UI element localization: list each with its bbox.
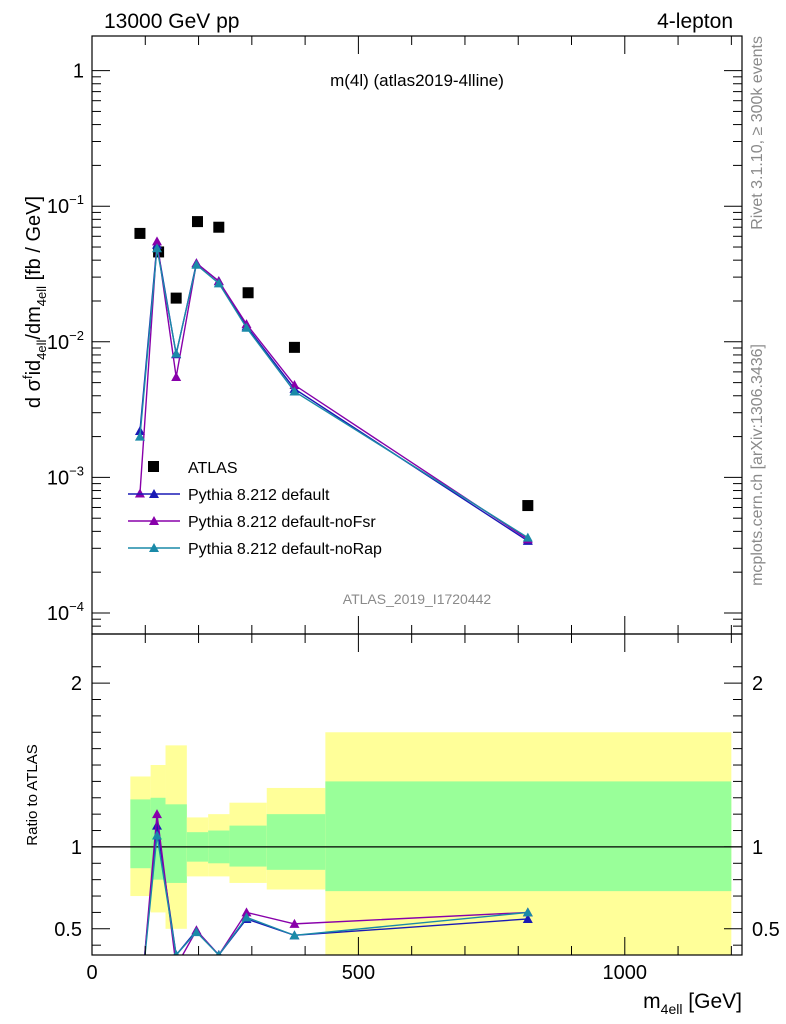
ratio-point-2 bbox=[522, 907, 533, 917]
ratio-plot-area bbox=[92, 809, 742, 955]
mcplots-label: mcplots.cern.ch [arXiv:1306.3436] bbox=[749, 344, 766, 586]
main-plot-area bbox=[134, 216, 534, 545]
ratio-point-2 bbox=[191, 927, 202, 937]
series-point-3 bbox=[171, 348, 182, 358]
uncertainty-band-inner bbox=[229, 825, 267, 867]
y-tick-base: 10 bbox=[47, 603, 69, 625]
ratio-y-tick-label: 1 bbox=[71, 837, 82, 859]
atlas-data-point bbox=[170, 292, 182, 304]
series-point-2 bbox=[289, 380, 300, 390]
y-tick-base: 10 bbox=[47, 196, 69, 218]
uncertainty-band-inner bbox=[266, 814, 326, 870]
atlas-data-point bbox=[288, 341, 300, 353]
ratio-frame bbox=[91, 633, 743, 956]
ratio-bands bbox=[130, 732, 732, 955]
y-tick-label: 10−2 bbox=[47, 328, 84, 354]
x-tick-label: 1000 bbox=[603, 962, 648, 984]
header-right: 4-lepton bbox=[657, 10, 733, 33]
ratio-point-2 bbox=[241, 912, 252, 922]
ratio-y-tick-label: 0.5 bbox=[54, 919, 82, 941]
legend-marker bbox=[149, 543, 159, 552]
ratio-y-tick-label-right: 2 bbox=[752, 673, 763, 695]
y-tick-label: 10−1 bbox=[47, 192, 84, 218]
ratio-y-tick-label-right: 0.5 bbox=[752, 919, 780, 941]
atlas-data-point bbox=[213, 221, 225, 233]
atlas-data-point bbox=[191, 216, 203, 228]
x-tick-label: 500 bbox=[342, 962, 375, 984]
series-point-2 bbox=[171, 372, 182, 382]
series-point-3 bbox=[152, 243, 162, 253]
ratio-panel: 0.5 0.5 1 1 2 2 0 500 1000 Ratio to ATLAS m4ell… bbox=[24, 633, 780, 1017]
series-point-3 bbox=[522, 532, 533, 542]
uncertainty-band-inner bbox=[130, 799, 151, 869]
x-tick-label: 0 bbox=[86, 962, 97, 984]
main-x-ticks bbox=[91, 36, 732, 634]
y-tick-label: 10−3 bbox=[47, 463, 84, 489]
uncertainty-band-inner bbox=[325, 781, 732, 892]
ratio-line-2 bbox=[144, 835, 528, 955]
x-axis-label: m4ell [GeV] bbox=[643, 990, 742, 1017]
series-point-2 bbox=[152, 236, 162, 246]
atlas-data-point bbox=[134, 227, 146, 239]
series-point-3 bbox=[213, 278, 224, 288]
y-tick-exponent: −2 bbox=[69, 328, 84, 343]
ratio-y-ticks: 0.5 0.5 1 1 2 2 bbox=[54, 666, 780, 946]
main-y-ticks: 110−110−210−310−4 bbox=[47, 61, 742, 635]
legend-label: ATLAS bbox=[188, 460, 238, 477]
atlas-data-point bbox=[522, 500, 534, 512]
main-panel: 110−110−210−310−4 m(4l) (atlas2019-4llin… bbox=[20, 35, 743, 635]
ratio-point-1 bbox=[152, 809, 162, 819]
series-line-3 bbox=[139, 248, 529, 539]
legend-label: Pythia 8.212 default-noFsr bbox=[188, 514, 376, 531]
uncertainty-band-inner bbox=[165, 804, 187, 883]
ratio-point-1 bbox=[241, 907, 252, 917]
ratio-y-tick-label-right: 1 bbox=[752, 837, 763, 859]
y-tick-exponent: −1 bbox=[69, 192, 84, 207]
legend: ATLAS Pythia 8.212 default Pythia 8.212 de… bbox=[128, 460, 382, 558]
legend-marker bbox=[149, 516, 159, 525]
ratio-y-tick-label: 2 bbox=[71, 673, 82, 695]
legend-marker bbox=[148, 461, 159, 472]
y-tick-base: 10 bbox=[47, 332, 69, 354]
ratio-point-0 bbox=[522, 913, 533, 923]
main-y-label: d σfid4ell/dm4ell [fb / GeV] bbox=[20, 196, 49, 408]
ratio-point-2 bbox=[173, 950, 179, 955]
ratio-x-ticks: 0 500 1000 bbox=[86, 634, 732, 984]
series-point-2 bbox=[134, 488, 145, 498]
ratio-point-2 bbox=[152, 830, 162, 840]
y-tick-exponent: −3 bbox=[69, 463, 84, 478]
rivet-label: Rivet 3.1.10, ≥ 300k events bbox=[749, 36, 766, 230]
atlas-data-point bbox=[242, 287, 254, 299]
series-point-3 bbox=[289, 386, 300, 396]
legend-marker bbox=[149, 489, 159, 498]
y-tick-label: 1 bbox=[73, 61, 84, 83]
ratio-point-2 bbox=[289, 930, 300, 940]
header-left: 13000 GeV pp bbox=[104, 10, 239, 33]
y-tick-label: 10−4 bbox=[47, 599, 84, 625]
series-point-3 bbox=[134, 431, 145, 441]
watermark: ATLAS_2019_I1720442 bbox=[343, 591, 492, 607]
series-point-3 bbox=[191, 259, 202, 269]
legend-label: Pythia 8.212 default bbox=[188, 487, 330, 504]
y-tick-base: 10 bbox=[47, 467, 69, 489]
y-tick-exponent: −4 bbox=[69, 599, 84, 614]
ratio-y-label: Ratio to ATLAS bbox=[24, 744, 41, 845]
y-tick-base: 1 bbox=[73, 61, 84, 83]
ratio-series bbox=[143, 809, 533, 955]
ratio-point-2 bbox=[216, 950, 222, 955]
ratio-point-1 bbox=[289, 918, 300, 928]
series-point-3 bbox=[241, 322, 252, 332]
chart-title: m(4l) (atlas2019-4lline) bbox=[330, 71, 504, 90]
ratio-point-0 bbox=[152, 820, 162, 830]
legend-label: Pythia 8.212 default-noRap bbox=[188, 541, 382, 558]
